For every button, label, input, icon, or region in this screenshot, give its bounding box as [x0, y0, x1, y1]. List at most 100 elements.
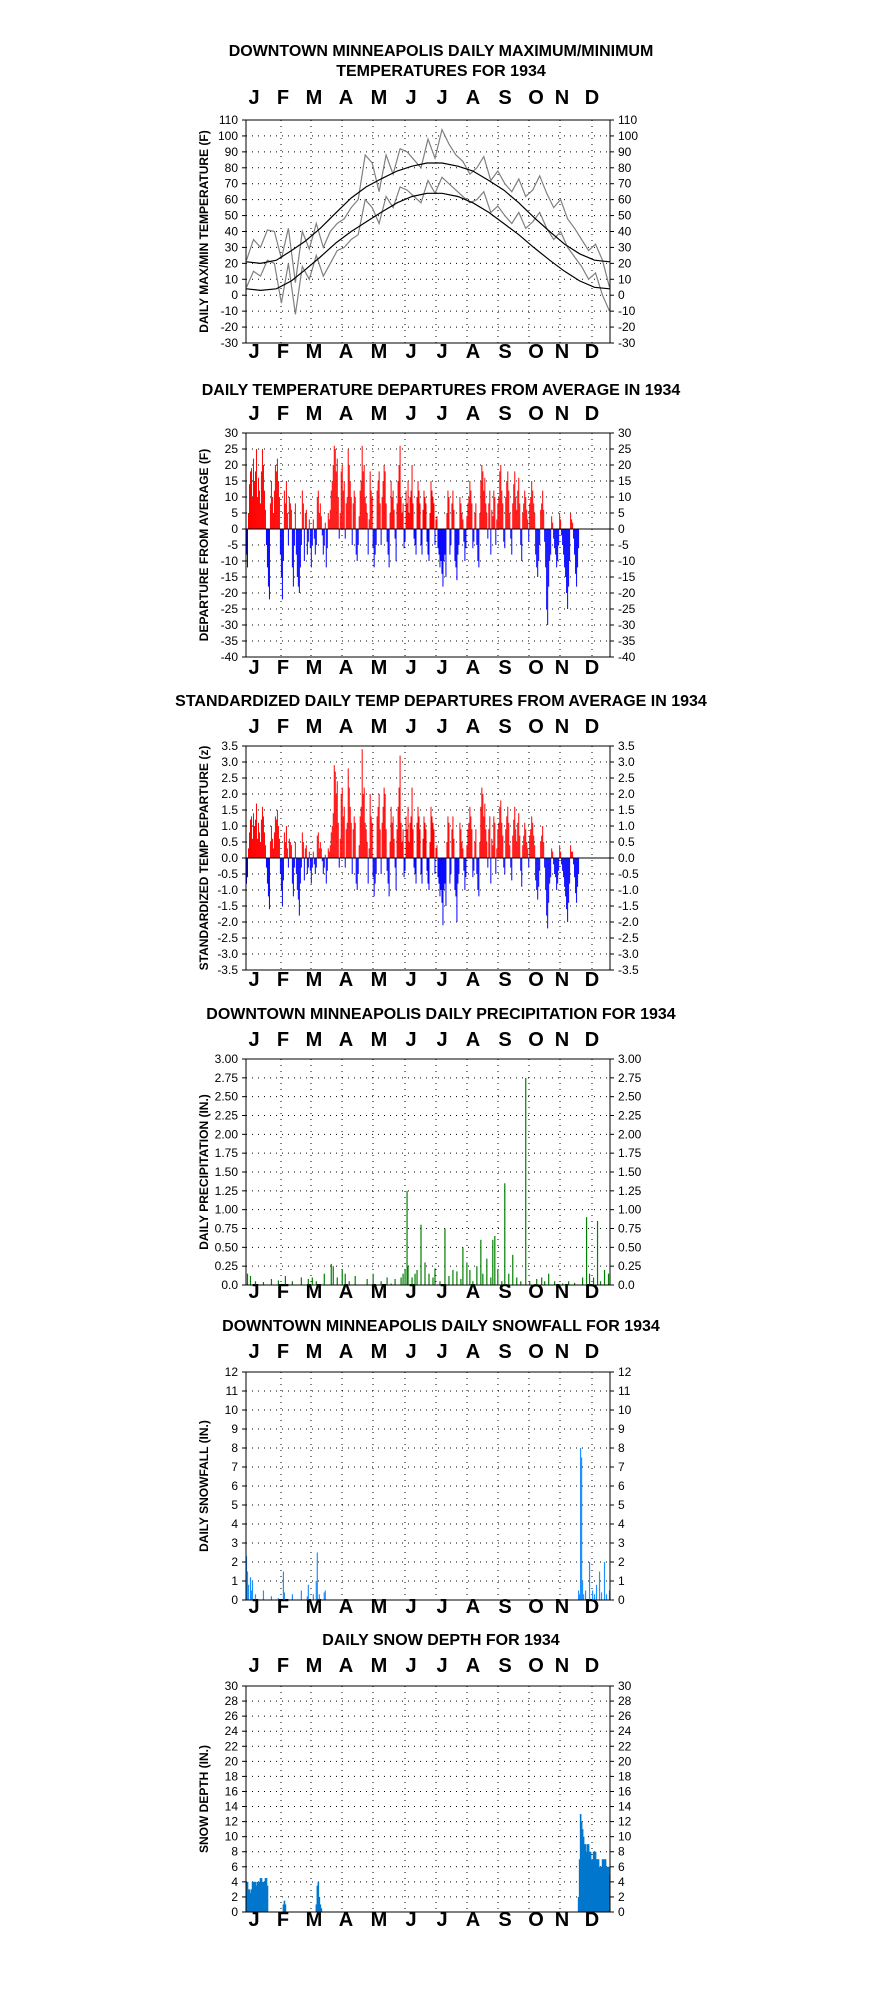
- y-tick-label-right: -25: [618, 602, 636, 616]
- month-label-bottom: A: [339, 657, 353, 679]
- month-label-top: S: [498, 1655, 511, 1677]
- chart-panel-6: DAILY SNOW DEPTH FOR 1934 SNOW DEPTH (IN.…: [197, 1632, 632, 1931]
- y-tick-label-left: 2.0: [221, 787, 238, 801]
- depth-bar: [317, 1881, 320, 1912]
- chart-title: DAILY SNOW DEPTH FOR 1934: [322, 1632, 559, 1649]
- depth-bar: [586, 1844, 589, 1912]
- month-label-bottom: N: [555, 969, 569, 991]
- y-tick-label-left: 20: [225, 256, 239, 270]
- month-label-top: D: [585, 1341, 599, 1363]
- depth-bar: [592, 1851, 595, 1912]
- depth-bar: [258, 1881, 261, 1912]
- y-tick-label-left: -25: [221, 602, 239, 616]
- month-label-bottom: A: [339, 1281, 353, 1303]
- month-label-bottom: A: [466, 1596, 480, 1618]
- y-tick-label-right: 22: [618, 1739, 632, 1753]
- y-tick-label-right: 7: [618, 1460, 625, 1474]
- month-label-bottom: M: [306, 1281, 323, 1303]
- y-tick-label-right: 60: [618, 193, 632, 207]
- month-label-bottom: A: [466, 657, 480, 679]
- depth-bar: [251, 1881, 254, 1912]
- month-label-bottom: S: [498, 1909, 511, 1931]
- month-label-top: J: [248, 403, 259, 425]
- chart-title: DOWNTOWN MINNEAPOLIS DAILY PRECIPITATION…: [206, 1006, 675, 1023]
- y-tick-label-left: 1.75: [215, 1146, 239, 1160]
- y-tick-label-right: 30: [618, 1679, 632, 1693]
- y-tick-label-left: -15: [221, 570, 239, 584]
- depth-bar: [597, 1859, 600, 1912]
- depth-bar: [260, 1878, 263, 1912]
- y-tick-label-left: 1.25: [215, 1184, 239, 1198]
- month-label-top: A: [339, 1029, 353, 1051]
- month-label-bottom: N: [555, 1281, 569, 1303]
- month-label-top: O: [528, 1655, 544, 1677]
- y-tick-label-left: 20: [225, 458, 239, 472]
- y-tick-label-left: -30: [221, 336, 239, 350]
- y-tick-label-left: 2.25: [215, 1109, 239, 1123]
- month-label-bottom: F: [277, 1909, 289, 1931]
- y-tick-label-left: 0: [231, 522, 238, 536]
- month-label-top: J: [436, 716, 447, 738]
- month-label-bottom: F: [277, 341, 289, 363]
- y-tick-label-right: 1.75: [618, 1146, 642, 1160]
- month-label-top: M: [306, 716, 323, 738]
- y-tick-label-right: 3.00: [618, 1052, 642, 1066]
- depth-bar: [581, 1829, 584, 1912]
- month-label-bottom: J: [248, 1909, 259, 1931]
- y-tick-label-left: 16: [225, 1784, 239, 1798]
- month-label-bottom: J: [405, 1909, 416, 1931]
- depth-bar: [261, 1881, 264, 1912]
- month-label-bottom: A: [339, 969, 353, 991]
- month-label-bottom: S: [498, 969, 511, 991]
- month-label-bottom: D: [585, 657, 599, 679]
- depth-bar: [602, 1859, 605, 1912]
- y-tick-label-right: 40: [618, 225, 632, 239]
- month-label-top: O: [528, 716, 544, 738]
- y-tick-label-right: 14: [618, 1800, 632, 1814]
- y-tick-label-right: 0.50: [618, 1240, 642, 1254]
- month-label-bottom: D: [585, 341, 599, 363]
- y-tick-label-left: 9: [231, 1422, 238, 1436]
- y-tick-label-right: -30: [618, 336, 636, 350]
- depth-bar: [590, 1859, 593, 1912]
- depth-bar: [598, 1866, 601, 1912]
- month-label-top: J: [248, 1341, 259, 1363]
- y-tick-label-right: -0.5: [618, 867, 639, 881]
- month-label-top: M: [371, 87, 388, 109]
- y-tick-label-right: 0: [618, 288, 625, 302]
- series-line-daily_min: [245, 176, 611, 315]
- y-tick-label-left: 0: [231, 1905, 238, 1919]
- y-tick-label-right: -1.5: [618, 899, 639, 913]
- y-tick-label-right: 70: [618, 177, 632, 191]
- y-tick-label-right: -35: [618, 634, 636, 648]
- y-tick-label-left: -20: [221, 586, 239, 600]
- y-tick-label-right: 3: [618, 1536, 625, 1550]
- y-tick-label-left: 1.00: [215, 1203, 239, 1217]
- month-label-top: A: [339, 1655, 353, 1677]
- month-label-top: N: [555, 87, 569, 109]
- month-label-bottom: J: [405, 1596, 416, 1618]
- y-tick-label-left: 2.75: [215, 1071, 239, 1085]
- y-tick-label-left: 12: [225, 1815, 239, 1829]
- y-tick-label-right: 9: [618, 1422, 625, 1436]
- month-label-bottom: D: [585, 1281, 599, 1303]
- depth-bar: [319, 1904, 322, 1912]
- y-tick-label-right: 1.00: [618, 1203, 642, 1217]
- y-tick-label-left: 28: [225, 1694, 239, 1708]
- chart-panel-3: STANDARDIZED DAILY TEMP DEPARTURES FROM …: [175, 693, 707, 991]
- y-tick-label-right: -5: [618, 538, 629, 552]
- y-tick-label-left: 0: [231, 288, 238, 302]
- month-label-top: O: [528, 1341, 544, 1363]
- month-label-bottom: F: [277, 657, 289, 679]
- y-tick-label-right: -20: [618, 586, 636, 600]
- month-label-top: M: [371, 1341, 388, 1363]
- month-label-top: M: [306, 1655, 323, 1677]
- y-tick-label-right: 2: [618, 1555, 625, 1569]
- y-tick-label-right: 12: [618, 1365, 632, 1379]
- y-tick-label-left: 2: [231, 1890, 238, 1904]
- month-label-bottom: J: [248, 1596, 259, 1618]
- chart-panel-5: DOWNTOWN MINNEAPOLIS DAILY SNOWFALL FOR …: [197, 1318, 660, 1618]
- y-tick-label-right: 0.0: [618, 851, 635, 865]
- chart-subtitle: TEMPERATURES FOR 1934: [336, 63, 546, 80]
- month-label-top: A: [466, 403, 480, 425]
